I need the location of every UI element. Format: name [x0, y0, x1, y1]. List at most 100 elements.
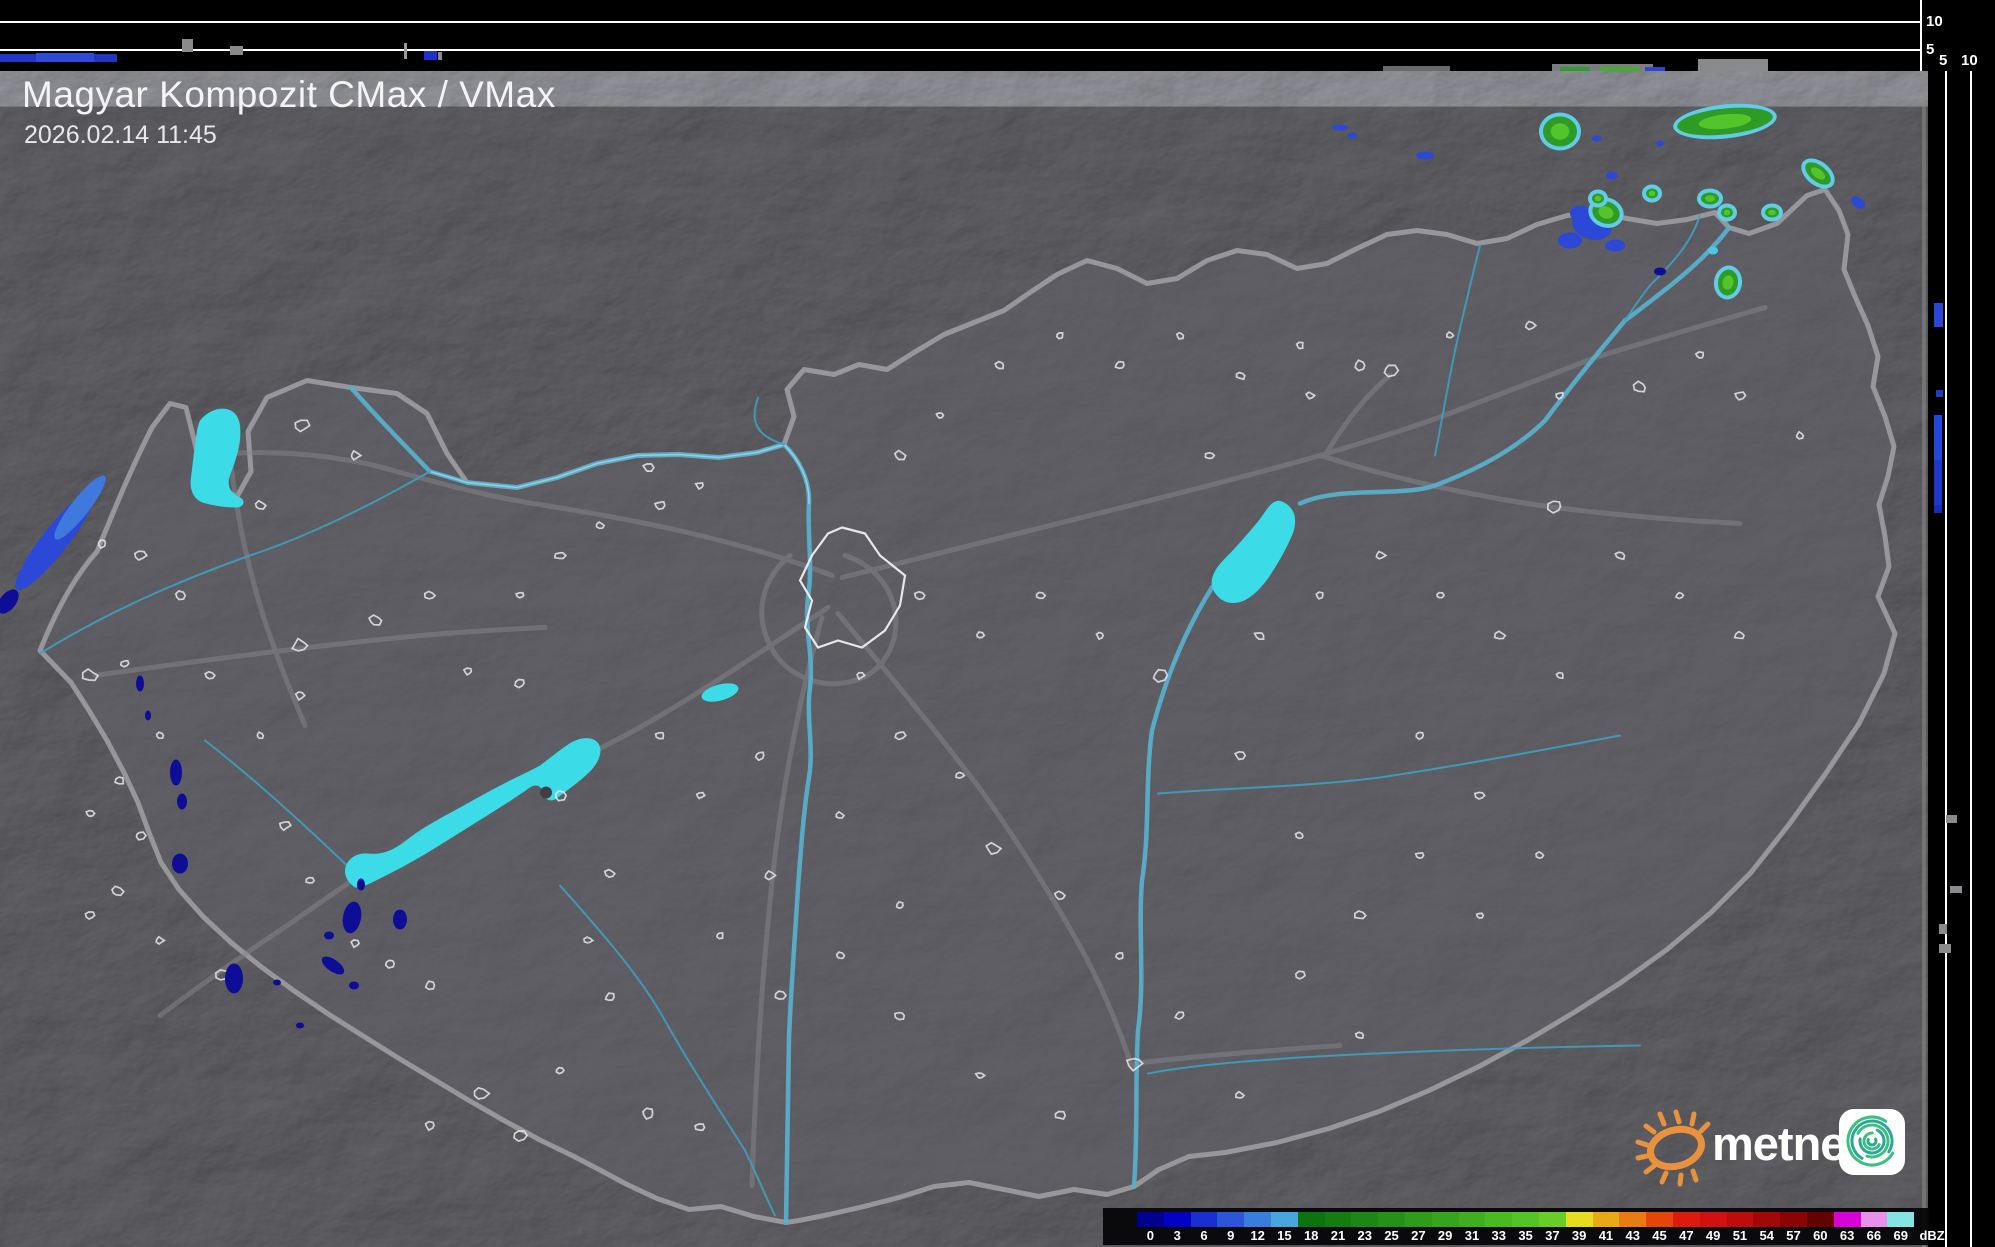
- radar-echo: [177, 793, 187, 810]
- scale-tick-label: 9: [1227, 1228, 1235, 1243]
- top-profile-tick-10: 10: [1926, 13, 1943, 30]
- town-boundary: [1475, 912, 1485, 919]
- radar-echo: [1723, 209, 1731, 216]
- town-boundary: [294, 690, 306, 702]
- scale-tick-label: 21: [1330, 1228, 1346, 1243]
- scale-cell: [1592, 1212, 1620, 1227]
- town-boundary: [1035, 591, 1047, 600]
- profile-echo-bar: [1645, 67, 1665, 71]
- scale-tick-label: 6: [1200, 1228, 1208, 1243]
- town-boundary: [368, 614, 383, 626]
- town-boundary: [1546, 500, 1562, 514]
- scale-cell: [1378, 1212, 1405, 1227]
- town-boundary: [1055, 332, 1064, 340]
- right-profile-tick-5: 5: [1939, 52, 1948, 69]
- scale-tick-label: 45: [1652, 1228, 1667, 1243]
- radar-echo: [1594, 195, 1602, 202]
- town-boundary: [350, 449, 363, 461]
- radar-echo: [1550, 123, 1570, 140]
- right-profile-tick-10: 10: [1961, 52, 1978, 69]
- town-boundary: [350, 938, 361, 949]
- scale-cell: [1753, 1212, 1781, 1227]
- scale-unit-label: dBZ: [1919, 1228, 1945, 1243]
- radar-echo: [357, 878, 365, 891]
- town-boundary: [1095, 631, 1105, 641]
- town-boundary: [1733, 630, 1745, 640]
- lake-velence: [701, 683, 739, 702]
- town-boundary: [976, 631, 986, 639]
- river-tisza: [1131, 225, 1732, 1189]
- town-boundary: [603, 868, 616, 879]
- scale-tick-label: 25: [1384, 1228, 1399, 1243]
- timestamp: 2026.02.14 11:45: [24, 121, 217, 149]
- river-hernad: [1434, 244, 1481, 457]
- town-boundary: [694, 1123, 706, 1132]
- river-bodrog: [1624, 214, 1701, 322]
- town-boundary: [1175, 331, 1185, 340]
- scale-cell: [1270, 1212, 1298, 1227]
- town-boundary: [1614, 551, 1626, 561]
- radar-echo: [1708, 246, 1718, 255]
- scale-tick-label: 37: [1545, 1228, 1560, 1243]
- top-profile-tick-5: 5: [1926, 41, 1935, 58]
- radar-echo: [1656, 140, 1664, 147]
- radar-echo: [1347, 132, 1357, 139]
- radar-echo: [1416, 151, 1434, 160]
- town-boundary: [1436, 591, 1446, 599]
- town-boundary: [1125, 1057, 1144, 1072]
- town-boundary: [653, 500, 666, 511]
- town-boundary: [85, 809, 96, 818]
- town-boundary: [174, 590, 187, 601]
- town-boundary: [1674, 591, 1685, 600]
- town-boundary: [774, 990, 788, 1000]
- town-boundary: [514, 678, 525, 689]
- scale-cell: [1780, 1212, 1807, 1227]
- sun-icon: [1635, 1109, 1711, 1187]
- town-boundary: [1795, 430, 1805, 440]
- town-boundary: [554, 789, 568, 802]
- profile-echo-bar: [1383, 66, 1450, 71]
- scale-tick-label: 54: [1759, 1228, 1774, 1243]
- river-koros: [1157, 734, 1621, 795]
- town-boundary: [1315, 591, 1324, 600]
- dbz-scale: 0 3 6 9 12 15 18 21 23 25 27 29 31 33 35 37 39 41 43 45 47 49…: [1103, 1208, 1945, 1245]
- town-boundary: [1734, 391, 1747, 401]
- town-boundary: [835, 951, 846, 960]
- scale-cell: [1297, 1212, 1325, 1227]
- scale-cell: [1351, 1212, 1379, 1227]
- town-boundary: [715, 931, 724, 940]
- town-boundary: [305, 876, 316, 884]
- radar-echo: [1698, 113, 1752, 130]
- radar-echo: [1722, 275, 1734, 290]
- road-debrecen: [1317, 453, 1743, 526]
- town-boundary: [974, 1072, 987, 1080]
- river-ipoly: [753, 396, 785, 446]
- scale-tick-label: 41: [1598, 1228, 1614, 1243]
- town-boundary: [604, 992, 615, 1002]
- town-boundary: [895, 901, 904, 910]
- scale-tick-label: 35: [1518, 1228, 1533, 1243]
- town-boundary: [1493, 630, 1507, 640]
- right-profile-panel: [1928, 71, 1995, 1247]
- town-boundary: [654, 731, 665, 740]
- town-boundary: [955, 771, 966, 779]
- river-sio: [559, 884, 776, 1217]
- hungary-border: [37, 187, 1898, 1225]
- radar-echo: [1605, 239, 1625, 252]
- radar-echo: [1592, 135, 1602, 142]
- radar-echo: [136, 675, 144, 692]
- profile-echo-bar: [1950, 886, 1962, 893]
- radar-echo: [170, 759, 182, 786]
- town-boundary: [133, 550, 149, 562]
- profile-echo-bar: [36, 53, 94, 62]
- town-boundary: [1294, 831, 1304, 840]
- radar-echo: [342, 901, 362, 934]
- scale-cell: [1699, 1212, 1727, 1227]
- scale-cell: [1646, 1212, 1673, 1227]
- town-boundary: [1305, 391, 1317, 400]
- scale-cell: [1137, 1212, 1164, 1227]
- scale-cell: [1860, 1212, 1888, 1227]
- top-profile-gridline-5: [0, 49, 1920, 51]
- profile-echo-bar: [230, 46, 243, 55]
- town-boundary: [754, 751, 765, 762]
